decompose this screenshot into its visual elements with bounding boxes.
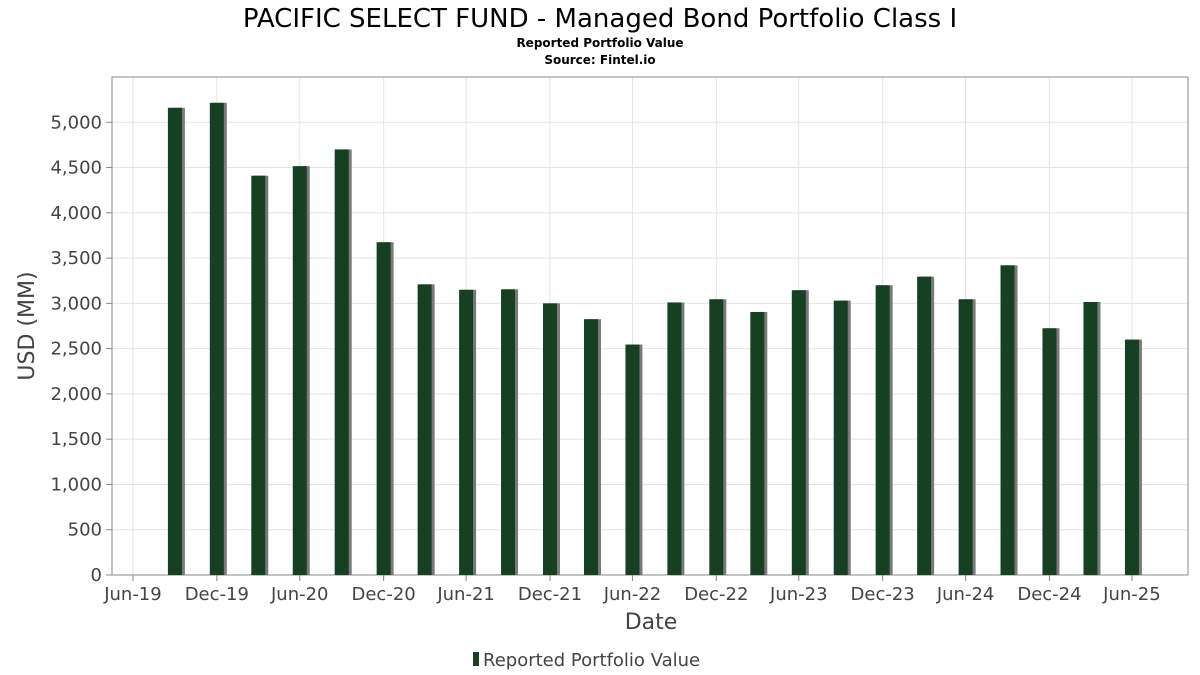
bar [1083, 302, 1098, 575]
bar [417, 284, 432, 575]
y-tick-label: 2,500 [50, 339, 102, 360]
x-axis-ticks: Jun-19 Dec-19 Jun-20 Dec-20 Jun-21 Dec-21 Jun-… [103, 575, 1161, 605]
bar [625, 344, 640, 575]
bars [167, 102, 1142, 576]
bar [1042, 328, 1057, 575]
legend: Reported Portfolio Value [473, 650, 700, 671]
y-tick-label: 0 [91, 565, 102, 586]
y-tick-label: 1,000 [50, 474, 102, 495]
y-tick-label: 4,500 [50, 158, 102, 179]
x-tick-label: Dec-24 [1017, 584, 1081, 605]
bar [958, 299, 973, 575]
bar [292, 166, 307, 576]
x-tick-label: Jun-19 [103, 584, 162, 605]
bar [750, 311, 765, 575]
x-tick-label: Jun-25 [1102, 584, 1161, 605]
bar [1124, 339, 1139, 575]
chart-title: PACIFIC SELECT FUND - Managed Bond Portf… [243, 4, 957, 34]
bar [167, 107, 182, 575]
bar [209, 102, 224, 576]
y-tick-label: 1,500 [50, 429, 102, 450]
bar [542, 303, 557, 575]
x-axis-label: Date [625, 610, 678, 635]
chart-source: Source: Fintel.io [544, 53, 655, 67]
y-tick-label: 500 [68, 520, 102, 541]
bar [376, 242, 391, 575]
bar [251, 175, 266, 575]
y-tick-label: 5,000 [50, 112, 102, 133]
bar [875, 285, 890, 575]
bar [334, 149, 349, 575]
x-tick-label: Jun-21 [436, 584, 495, 605]
plot-frame [111, 76, 1189, 576]
x-tick-label: Jun-24 [936, 584, 995, 605]
bar [501, 289, 516, 575]
bar [667, 302, 682, 575]
y-axis-ticks: 0 500 1,000 1,500 2,000 2,500 3,000 3,500 4,000 4… [50, 112, 112, 586]
x-tick-label: Jun-23 [769, 584, 828, 605]
chart-subtitle: Reported Portfolio Value [516, 36, 683, 50]
bar [709, 299, 724, 575]
x-tick-label: Dec-21 [518, 584, 582, 605]
y-tick-label: 2,000 [50, 384, 102, 405]
y-axis-label: USD (MM) [15, 271, 40, 380]
bar [791, 290, 806, 575]
x-tick-label: Jun-20 [270, 584, 329, 605]
bar [917, 276, 932, 575]
x-tick-label: Dec-20 [352, 584, 416, 605]
y-tick-label: 3,500 [50, 248, 102, 269]
y-tick-label: 3,000 [50, 293, 102, 314]
x-tick-label: Dec-23 [851, 584, 915, 605]
y-tick-label: 4,000 [50, 203, 102, 224]
legend-label: Reported Portfolio Value [483, 650, 700, 671]
bar [833, 300, 848, 575]
bar [459, 289, 474, 575]
bar [1000, 265, 1015, 575]
x-tick-label: Jun-22 [603, 584, 662, 605]
legend-swatch [473, 652, 479, 666]
bar [583, 319, 598, 575]
x-tick-label: Dec-19 [185, 584, 249, 605]
grid [112, 77, 1188, 576]
x-tick-label: Dec-22 [684, 584, 748, 605]
